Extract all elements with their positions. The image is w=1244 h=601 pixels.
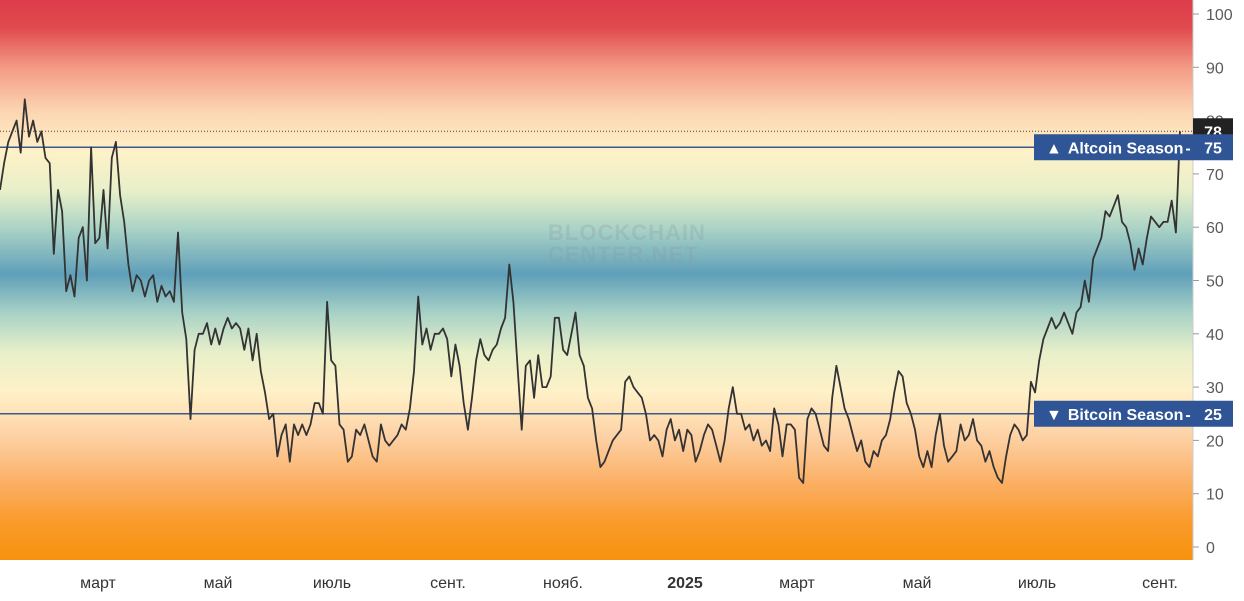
threshold-name: Altcoin Season [1068,140,1184,157]
value-labels: 78▲ Altcoin Season -75▼ Bitcoin Season -25 [1034,118,1233,427]
x-tick-label: май [903,575,932,592]
x-tick-label: июль [313,575,351,592]
x-tick-label: нояб. [543,575,583,592]
threshold-arrow-icon: ▼ [1046,407,1062,424]
threshold-lines [0,146,1193,415]
x-tick-label: июль [1018,575,1056,592]
threshold-separator: - [1185,407,1190,424]
x-axis-ticks: март май июль сент. нояб. 2025 март май июль сент… [80,575,1178,592]
x-tick-label: март [80,575,116,592]
x-tick-label: май [204,575,233,592]
threshold-separator: - [1185,140,1190,157]
y-tick-label: 20 [1206,433,1224,450]
x-tick-label: март [779,575,815,592]
threshold-arrow-icon: ▲ [1046,140,1062,157]
x-axis-area [0,560,1244,601]
y-tick-label: 60 [1206,220,1224,237]
threshold-label-text: ▼ Bitcoin Season [1046,407,1183,424]
x-tick-label: сент. [430,575,466,592]
threshold-name: Bitcoin Season [1068,407,1184,424]
y-tick-label: 50 [1206,274,1224,291]
y-axis-ticks: 0102030405060708090100 [1193,7,1233,557]
threshold-value-text: 75 [1204,140,1222,157]
y-tick-label: 40 [1206,327,1224,344]
x-tick-label: 2025 [667,575,703,592]
plot-background [0,0,1193,560]
series-line [0,98,1181,484]
y-tick-label: 0 [1206,540,1215,557]
x-tick-label: сент. [1142,575,1178,592]
y-tick-label: 70 [1206,167,1224,184]
threshold-value-text: 25 [1204,407,1222,424]
threshold-label-box [1034,134,1233,161]
threshold-label-box [1034,400,1233,427]
watermark-line-2: CENTER.NET [548,242,699,267]
y-tick-label: 30 [1206,380,1224,397]
y-tick-label: 90 [1206,60,1224,77]
threshold-label-text: ▲ Altcoin Season [1046,140,1183,157]
y-tick-label: 10 [1206,487,1224,504]
watermark-line-1: BLOCKCHAIN [548,220,706,245]
y-axis-area [1193,0,1244,560]
y-tick-label: 100 [1206,7,1233,24]
